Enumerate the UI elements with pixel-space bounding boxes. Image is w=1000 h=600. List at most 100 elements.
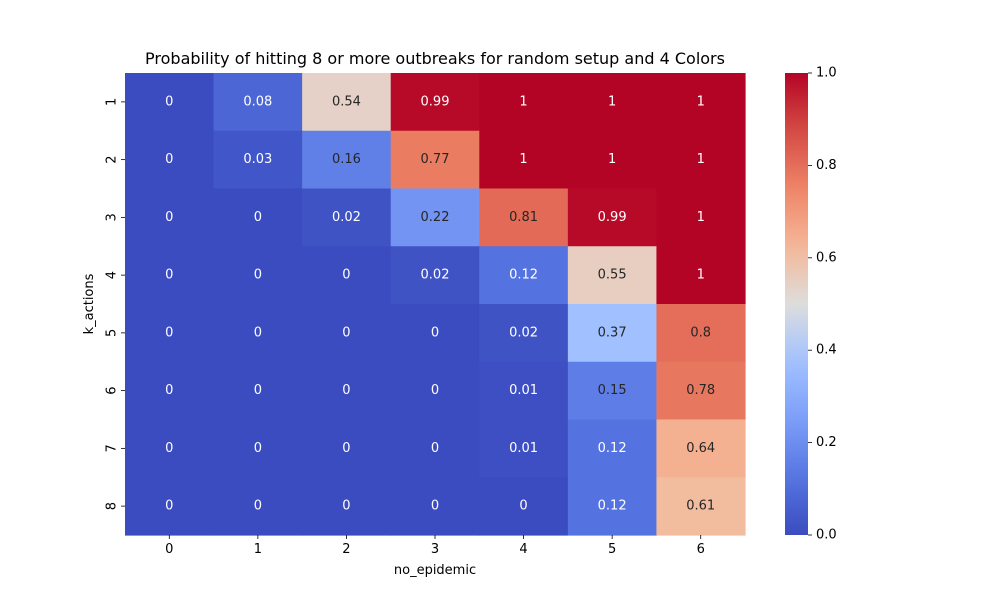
y-tick-label: 3 xyxy=(105,213,120,221)
heatmap-cell xyxy=(656,477,746,536)
colorbar-tick-label: 0.4 xyxy=(816,343,837,358)
cell-value-label: 1 xyxy=(608,152,616,167)
cell-value-label: 0.03 xyxy=(243,152,272,167)
cell-value-label: 0.64 xyxy=(686,441,715,456)
heatmap-cell xyxy=(656,73,746,132)
cell-value-label: 0 xyxy=(342,325,350,340)
heatmap-cell xyxy=(125,73,215,132)
y-tick-label: 1 xyxy=(105,98,120,106)
cell-value-label: 0 xyxy=(165,441,173,456)
heatmap-cell xyxy=(656,419,746,478)
heatmap-cell xyxy=(567,130,658,190)
cell-value-label: 1 xyxy=(697,210,705,225)
cell-value-label: 0 xyxy=(342,268,350,283)
heatmap-cell xyxy=(213,246,303,305)
cell-value-label: 0.37 xyxy=(598,325,627,340)
cell-value-label: 1 xyxy=(697,152,705,167)
cell-value-label: 0 xyxy=(165,499,173,514)
cell-value-label: 0 xyxy=(254,441,262,456)
cell-value-label: 1 xyxy=(519,152,527,167)
cell-value-label: 0.12 xyxy=(509,268,538,283)
heatmap-cell xyxy=(656,246,746,305)
heatmap-cell xyxy=(479,477,569,536)
heatmap-cell xyxy=(213,361,303,421)
heatmap-cell xyxy=(302,73,392,132)
cell-value-label: 0.61 xyxy=(686,499,715,514)
cell-value-label: 0.78 xyxy=(686,383,715,398)
colorbar-tick-label: 1.0 xyxy=(816,66,837,81)
cell-value-label: 0.08 xyxy=(243,94,272,109)
heatmap-cell xyxy=(213,304,303,363)
heatmap-cell xyxy=(390,188,480,247)
heatmap-cell xyxy=(390,73,480,132)
cell-value-label: 0 xyxy=(431,441,439,456)
cell-value-label: 0.01 xyxy=(509,383,538,398)
heatmap-cell xyxy=(390,361,480,421)
heatmap-cell xyxy=(302,130,392,190)
heatmap-cell xyxy=(125,188,215,247)
colorbar-ticks: 0.0 0.2 0.4 0.6 0.8 1.0 xyxy=(808,66,837,543)
heatmap-cell xyxy=(390,477,480,536)
cell-value-label: 0 xyxy=(342,441,350,456)
cell-value-label: 0.12 xyxy=(598,441,627,456)
cell-value-label: 0 xyxy=(165,325,173,340)
cell-value-label: 0 xyxy=(254,210,262,225)
cell-value-label: 1 xyxy=(519,94,527,109)
heatmap-cell xyxy=(302,477,392,536)
x-tick-label: 6 xyxy=(697,542,705,557)
cell-value-label: 0.01 xyxy=(509,441,538,456)
heatmap-cell xyxy=(479,73,569,132)
cell-value-label: 0 xyxy=(431,383,439,398)
cell-value-label: 0 xyxy=(254,325,262,340)
cell-value-label: 0 xyxy=(165,210,173,225)
cell-value-label: 0.54 xyxy=(332,94,361,109)
cell-value-label: 1 xyxy=(697,268,705,283)
x-tick-label: 2 xyxy=(342,542,350,557)
cell-value-label: 0 xyxy=(254,268,262,283)
colorbar-tick-label: 0.2 xyxy=(816,435,837,450)
y-axis-label: k_actions xyxy=(82,273,97,334)
heatmap-cell xyxy=(656,361,746,421)
cell-value-label: 0.02 xyxy=(509,325,538,340)
colorbar-tick-label: 0.8 xyxy=(816,158,837,173)
heatmap-cell xyxy=(213,130,303,190)
heatmap-cell xyxy=(125,361,215,421)
x-tick-label: 5 xyxy=(608,542,616,557)
cell-value-label: 0 xyxy=(165,383,173,398)
x-tick-label: 1 xyxy=(254,542,262,557)
cell-value-label: 0 xyxy=(165,268,173,283)
heatmap-cells xyxy=(125,73,746,536)
cell-value-label: 0.81 xyxy=(509,210,538,225)
y-tick-label: 5 xyxy=(105,329,120,337)
heatmap-cell xyxy=(302,188,392,247)
heatmap-cell xyxy=(479,188,569,247)
cell-value-label: 0 xyxy=(165,152,173,167)
y-tick-label: 4 xyxy=(105,271,120,279)
heatmap-cell xyxy=(302,304,392,363)
cell-value-label: 0.99 xyxy=(421,94,450,109)
heatmap-cell xyxy=(567,304,658,363)
heatmap-cell xyxy=(479,304,569,363)
heatmap-cell xyxy=(390,304,480,363)
heatmap-cell xyxy=(125,130,215,190)
cell-value-label: 0 xyxy=(519,499,527,514)
cell-value-label: 0.77 xyxy=(421,152,450,167)
heatmap-cell xyxy=(390,130,480,190)
cell-value-label: 1 xyxy=(608,94,616,109)
x-tick-label: 0 xyxy=(165,542,173,557)
chart-title: Probability of hitting 8 or more outbrea… xyxy=(145,49,725,68)
x-axis-ticks: 0 1 2 3 4 5 6 xyxy=(165,535,705,557)
heatmap-cell xyxy=(567,361,658,421)
cell-value-label: 0.16 xyxy=(332,152,361,167)
heatmap-cell xyxy=(125,246,215,305)
heatmap-cell xyxy=(125,304,215,363)
cell-value-label: 0.22 xyxy=(421,210,450,225)
heatmap-cell xyxy=(213,419,303,478)
y-tick-label: 8 xyxy=(105,502,120,510)
cell-value-label: 0.02 xyxy=(332,210,361,225)
y-tick-label: 7 xyxy=(105,444,120,452)
heatmap-cell xyxy=(479,246,569,305)
cell-value-label: 0.99 xyxy=(598,210,627,225)
cell-value-label: 0 xyxy=(254,499,262,514)
